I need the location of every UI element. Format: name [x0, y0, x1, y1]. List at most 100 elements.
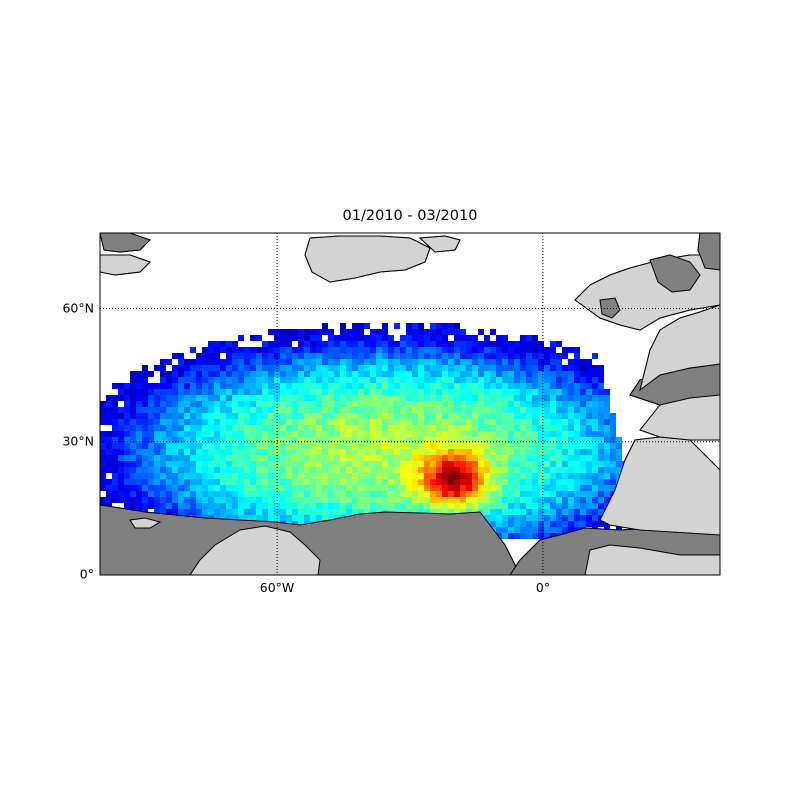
heat-cell: [226, 347, 232, 353]
heat-cell: [136, 377, 142, 383]
heat-cell: [226, 413, 232, 419]
heat-cell: [478, 413, 484, 419]
heat-cell: [364, 359, 370, 365]
heat-cell: [460, 329, 466, 335]
heat-cell: [406, 497, 412, 503]
heat-cell: [520, 443, 526, 449]
heat-cell: [178, 389, 184, 395]
heat-cell: [280, 461, 286, 467]
heat-cell: [580, 413, 586, 419]
heat-cell: [364, 395, 370, 401]
heat-cell: [214, 359, 220, 365]
heat-cell: [460, 461, 466, 467]
heat-cell: [232, 425, 238, 431]
heat-cell: [316, 467, 322, 473]
heat-cell: [232, 461, 238, 467]
heat-cell: [268, 485, 274, 491]
heat-cell: [394, 413, 400, 419]
heat-cell: [208, 455, 214, 461]
heat-cell: [130, 443, 136, 449]
heat-cell: [382, 353, 388, 359]
heat-cell: [550, 419, 556, 425]
heat-cell: [328, 383, 334, 389]
heat-cell: [430, 323, 436, 329]
heat-cell: [454, 407, 460, 413]
heat-cell: [490, 413, 496, 419]
heat-cell: [550, 521, 556, 527]
heat-cell: [388, 377, 394, 383]
heat-cell: [256, 359, 262, 365]
heat-cell: [508, 425, 514, 431]
heat-cell: [286, 407, 292, 413]
heat-cell: [586, 383, 592, 389]
heat-cell: [304, 497, 310, 503]
heat-cell: [112, 449, 118, 455]
heat-cell: [514, 431, 520, 437]
heat-cell: [358, 443, 364, 449]
heat-cell: [268, 371, 274, 377]
heat-cell: [460, 371, 466, 377]
heat-cell: [256, 515, 262, 521]
heat-cell: [232, 383, 238, 389]
heat-cell: [136, 467, 142, 473]
heat-cell: [424, 437, 430, 443]
heat-cell: [574, 437, 580, 443]
heat-cell: [142, 431, 148, 437]
heat-cell: [262, 389, 268, 395]
heat-cell: [376, 395, 382, 401]
heat-cell: [562, 443, 568, 449]
heat-cell: [448, 455, 454, 461]
heat-cell: [154, 437, 160, 443]
heat-cell: [412, 485, 418, 491]
heat-cell: [298, 455, 304, 461]
heat-cell: [574, 449, 580, 455]
heat-cell: [148, 503, 154, 509]
heat-cell: [178, 437, 184, 443]
heat-cell: [220, 359, 226, 365]
heat-cell: [340, 437, 346, 443]
heat-cell: [316, 515, 322, 521]
heat-cell: [310, 401, 316, 407]
heat-cell: [238, 443, 244, 449]
heat-cell: [322, 443, 328, 449]
heat-cell: [154, 365, 160, 371]
heat-cell: [574, 431, 580, 437]
heat-cell: [430, 509, 436, 515]
heat-cell: [478, 371, 484, 377]
heat-cell: [142, 449, 148, 455]
heat-cell: [400, 461, 406, 467]
heat-cell: [496, 395, 502, 401]
heat-cell: [472, 359, 478, 365]
heat-cell: [532, 449, 538, 455]
heat-cell: [520, 365, 526, 371]
heat-cell: [256, 491, 262, 497]
heat-cell: [232, 503, 238, 509]
heat-cell: [472, 419, 478, 425]
heat-cell: [604, 389, 610, 395]
heat-cell: [184, 449, 190, 455]
heat-cell: [376, 431, 382, 437]
heat-cell: [100, 497, 106, 503]
heat-cell: [544, 479, 550, 485]
heat-cell: [442, 401, 448, 407]
heat-cell: [430, 437, 436, 443]
heat-cell: [310, 419, 316, 425]
heat-cell: [436, 371, 442, 377]
heat-cell: [418, 401, 424, 407]
heat-cell: [544, 377, 550, 383]
heat-cell: [298, 437, 304, 443]
heat-cell: [316, 497, 322, 503]
heat-cell: [106, 407, 112, 413]
heat-cell: [130, 479, 136, 485]
heat-cell: [262, 503, 268, 509]
heat-cell: [268, 341, 274, 347]
heat-cell: [208, 503, 214, 509]
heat-cell: [310, 455, 316, 461]
west-africa-land: [584, 544, 720, 575]
heat-cell: [280, 467, 286, 473]
heat-cell: [328, 413, 334, 419]
heat-cell: [178, 497, 184, 503]
heat-cell: [508, 527, 514, 533]
heat-cell: [358, 359, 364, 365]
heat-cell: [502, 443, 508, 449]
